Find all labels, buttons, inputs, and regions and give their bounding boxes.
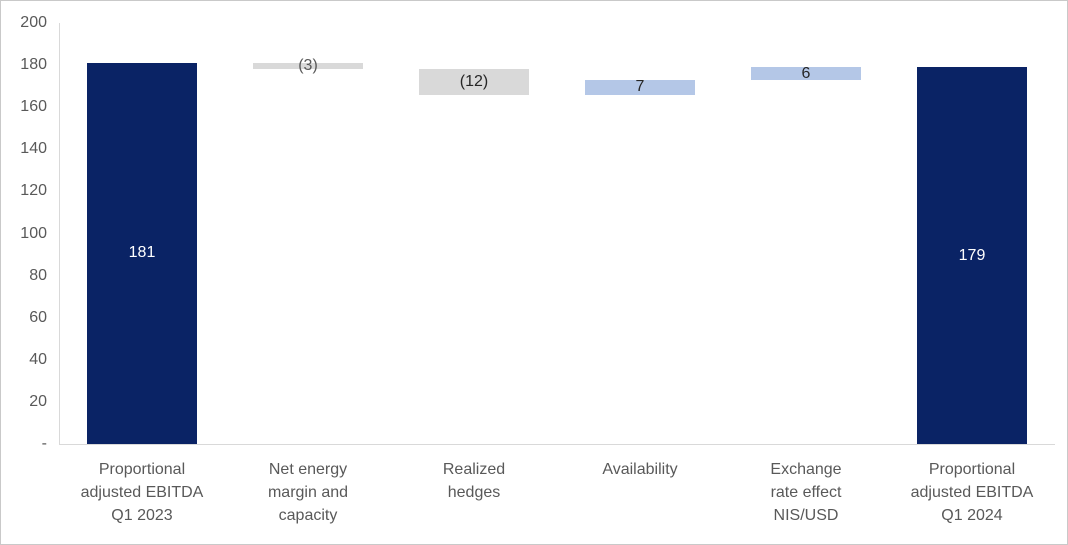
category-label-line: Net energy (268, 461, 348, 478)
bar-value-label: 179 (958, 246, 986, 264)
category-label-realized-hedges: Realized hedges (391, 458, 557, 504)
category-label-line: capacity (278, 507, 338, 524)
y-axis-tick-label: 120 (20, 182, 47, 200)
bar-availability (585, 79, 695, 95)
category-label-line: Realized (442, 461, 506, 478)
category-label-net-energy-margin-and-capacity: Net energy margin and capacity (225, 458, 391, 527)
category-label-availability: Availability (557, 458, 723, 481)
category-label-line: Exchange (770, 461, 842, 478)
bar-realized-hedges (419, 69, 529, 95)
category-label-line: Proportional (98, 461, 186, 478)
y-axis-line (59, 23, 60, 445)
y-axis-tick-label: 180 (20, 56, 47, 74)
bar-exchange-rate-effect-nis-usd (751, 67, 861, 80)
bar-value-label: 6 (801, 64, 811, 82)
y-axis-tick-label: 40 (29, 350, 47, 368)
bar-proportional-adjusted-ebitda-q1-2024 (917, 67, 1027, 444)
category-label-line: adjusted EBITDA (910, 484, 1034, 501)
category-label-line: Q1 2024 (941, 507, 1003, 524)
category-label-line: Proportional (928, 461, 1016, 478)
category-label-line: adjusted EBITDA (80, 484, 204, 501)
category-label-line: margin and (267, 484, 349, 501)
x-axis-line (59, 444, 1055, 445)
category-label-line: Q1 2023 (111, 507, 173, 524)
category-label-line: rate effect (770, 484, 842, 501)
bar-proportional-adjusted-ebitda-q1-2023 (87, 62, 197, 444)
bar-value-label: (3) (298, 57, 318, 75)
y-axis-tick-label: 20 (29, 392, 47, 410)
y-axis-tick-label: 160 (20, 98, 47, 116)
category-label-line: NIS/USD (773, 507, 839, 524)
y-axis-tick-label: 60 (29, 308, 47, 326)
bar-value-label: 181 (128, 244, 156, 262)
y-axis-tick-label: 100 (20, 224, 47, 242)
category-label-proportional-adjusted-ebitda-q1-2024: Proportional adjusted EBITDA Q1 2024 (889, 458, 1055, 527)
bar-net-energy-margin-and-capacity (253, 62, 363, 70)
y-axis-tick-label: 200 (20, 14, 47, 31)
bar-value-label: 7 (635, 78, 645, 96)
category-label-line: Availability (602, 461, 678, 478)
y-axis-tick-label: 140 (20, 140, 47, 158)
category-label-line: hedges (447, 484, 501, 501)
bar-value-label: (12) (459, 72, 489, 90)
y-axis-tick-label: 80 (29, 266, 47, 284)
category-label-exchange-rate-effect-nis-usd: Exchange rate effect NIS/USD (723, 458, 889, 527)
category-label-proportional-adjusted-ebitda-q1-2023: Proportional adjusted EBITDA Q1 2023 (59, 458, 225, 527)
y-axis-tick-label: - (41, 435, 47, 452)
